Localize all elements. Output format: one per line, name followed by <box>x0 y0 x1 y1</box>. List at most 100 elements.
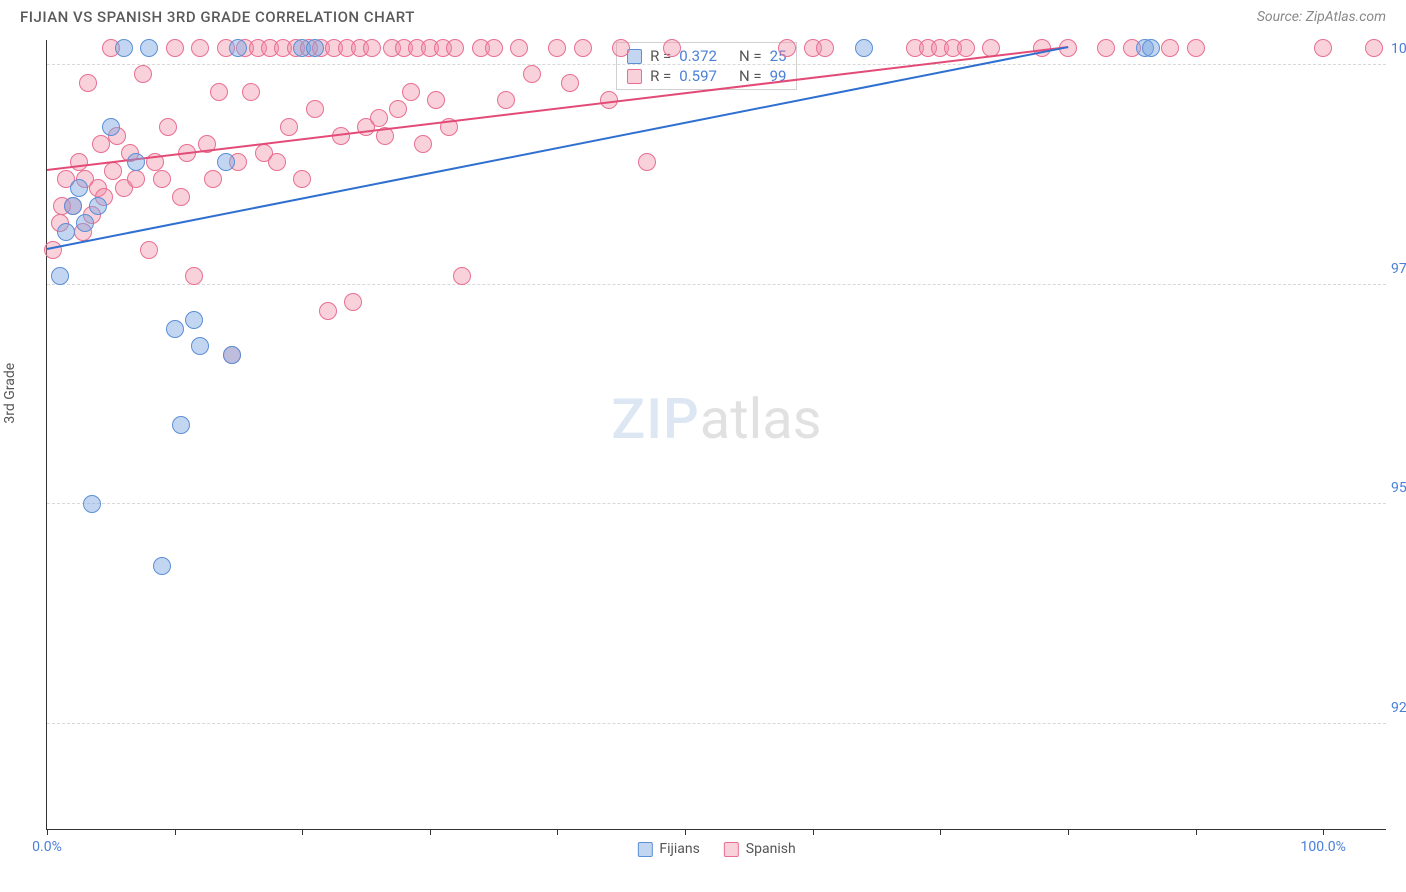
data-point-spanish <box>363 39 381 57</box>
x-tick <box>1323 829 1324 835</box>
y-tick-label: 92.5% <box>1391 700 1406 716</box>
data-point-spanish <box>79 74 97 92</box>
data-point-spanish <box>957 39 975 57</box>
chart-title: FIJIAN VS SPANISH 3RD GRADE CORRELATION … <box>20 8 415 26</box>
data-point-spanish <box>153 170 171 188</box>
source-label: Source: ZipAtlas.com <box>1257 9 1386 25</box>
data-point-spanish <box>1187 39 1205 57</box>
data-point-fijian <box>83 495 101 513</box>
data-point-spanish <box>1365 39 1383 57</box>
x-tick <box>302 829 303 835</box>
stat-r-fijian: 0.372 <box>679 47 717 65</box>
data-point-fijian <box>191 337 209 355</box>
data-point-spanish <box>210 83 228 101</box>
data-point-fijian <box>76 214 94 232</box>
data-point-spanish <box>485 39 503 57</box>
data-point-spanish <box>268 153 286 171</box>
watermark: ZIPatlas <box>611 386 821 452</box>
data-point-spanish <box>1314 39 1332 57</box>
data-point-fijian <box>70 179 88 197</box>
data-point-fijian <box>51 267 69 285</box>
y-axis-label: 3rd Grade <box>2 363 18 424</box>
scatter-chart: ZIPatlas R = 0.372 N = 25 R = 0.597 N = … <box>46 40 1386 830</box>
data-point-spanish <box>523 65 541 83</box>
data-point-fijian <box>855 39 873 57</box>
data-point-fijian <box>153 557 171 575</box>
data-point-spanish <box>497 91 515 109</box>
data-point-spanish <box>293 170 311 188</box>
swatch-spanish <box>627 69 642 84</box>
data-point-spanish <box>389 100 407 118</box>
data-point-fijian <box>185 311 203 329</box>
data-point-fijian <box>166 320 184 338</box>
data-point-spanish <box>204 170 222 188</box>
gridline-h <box>47 64 1386 65</box>
swatch-spanish <box>724 842 739 857</box>
data-point-fijian <box>1142 39 1160 57</box>
y-tick-label: 100.0% <box>1391 41 1406 57</box>
data-point-spanish <box>548 39 566 57</box>
gridline-h <box>47 723 1386 724</box>
legend-item-fijian: Fijians <box>637 841 699 857</box>
x-tick <box>175 829 176 835</box>
x-tick <box>813 829 814 835</box>
data-point-spanish <box>191 39 209 57</box>
x-tick <box>430 829 431 835</box>
legend-label-fijian: Fijians <box>659 841 699 857</box>
y-tick-label: 95.0% <box>1391 480 1406 496</box>
data-point-fijian <box>172 416 190 434</box>
data-point-spanish <box>427 91 445 109</box>
data-point-spanish <box>1097 39 1115 57</box>
data-point-spanish <box>70 153 88 171</box>
legend-item-spanish: Spanish <box>724 841 796 857</box>
series-legend: Fijians Spanish <box>637 841 795 857</box>
data-point-spanish <box>185 267 203 285</box>
data-point-spanish <box>306 100 324 118</box>
data-point-spanish <box>134 65 152 83</box>
x-tick <box>940 829 941 835</box>
data-point-spanish <box>159 118 177 136</box>
stats-row-fijian: R = 0.372 N = 25 <box>627 47 786 65</box>
data-point-spanish <box>446 39 464 57</box>
x-tick-label: 0.0% <box>32 839 62 855</box>
x-tick <box>47 829 48 835</box>
data-point-spanish <box>140 241 158 259</box>
x-tick <box>557 829 558 835</box>
data-point-fijian <box>64 197 82 215</box>
y-tick-label: 97.5% <box>1391 261 1406 277</box>
data-point-spanish <box>280 118 298 136</box>
data-point-spanish <box>166 39 184 57</box>
swatch-fijian <box>637 842 652 857</box>
watermark-zip: ZIP <box>611 386 699 452</box>
legend-label-spanish: Spanish <box>746 841 796 857</box>
data-point-fijian <box>57 223 75 241</box>
data-point-spanish <box>816 39 834 57</box>
data-point-fijian <box>217 153 235 171</box>
data-point-spanish <box>242 83 260 101</box>
data-point-spanish <box>612 39 630 57</box>
data-point-spanish <box>92 135 110 153</box>
data-point-spanish <box>778 39 796 57</box>
data-point-spanish <box>638 153 656 171</box>
x-tick <box>1196 829 1197 835</box>
data-point-spanish <box>370 109 388 127</box>
data-point-spanish <box>172 188 190 206</box>
data-point-spanish <box>453 267 471 285</box>
gridline-h <box>47 503 1386 504</box>
data-point-fijian <box>102 118 120 136</box>
x-tick-label: 100.0% <box>1300 839 1345 855</box>
data-point-spanish <box>127 170 145 188</box>
data-point-fijian <box>140 39 158 57</box>
data-point-spanish <box>104 162 122 180</box>
data-point-spanish <box>561 74 579 92</box>
data-point-fijian <box>127 153 145 171</box>
data-point-spanish <box>663 39 681 57</box>
data-point-fijian <box>229 39 247 57</box>
data-point-fijian <box>223 346 241 364</box>
data-point-spanish <box>402 83 420 101</box>
x-tick <box>1068 829 1069 835</box>
data-point-spanish <box>510 39 528 57</box>
data-point-fijian <box>89 197 107 215</box>
data-point-spanish <box>319 302 337 320</box>
data-point-spanish <box>414 135 432 153</box>
